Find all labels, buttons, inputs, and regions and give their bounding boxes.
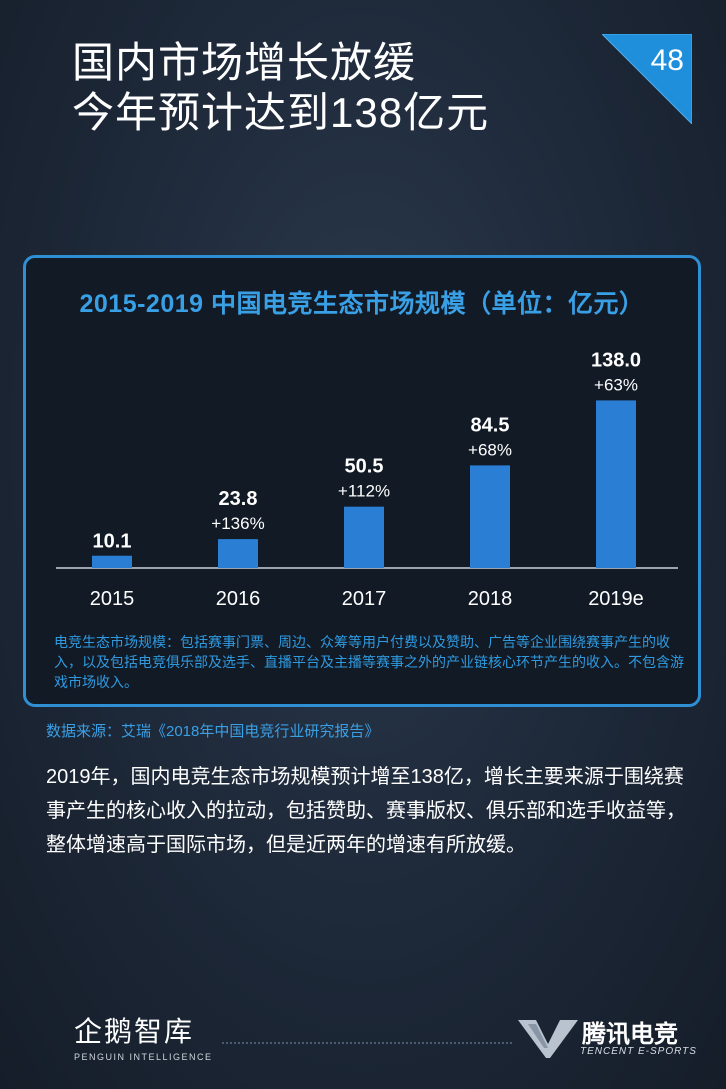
title-line-1: 国内市场增长放缓: [72, 39, 417, 86]
chart-title: 2015-2019 中国电竞生态市场规模（单位：亿元）: [79, 290, 645, 318]
tencent-logo-cn: 腾讯电竞: [582, 1021, 678, 1048]
title-line-2: 今年预计达到138亿元: [72, 89, 490, 136]
growth-label-2019e: +63%: [594, 375, 638, 394]
footer-divider: [222, 1042, 512, 1044]
penguin-intelligence-logo: 企鹅智库 PENGUIN INTELLIGENCE: [74, 1010, 213, 1062]
page-title: 国内市场增长放缓 今年预计达到138亿元: [72, 38, 489, 138]
page-number: 48: [650, 44, 684, 77]
body-paragraph: 2019年，国内电竞生态市场规模预计增至138亿，增长主要来源于围绕赛事产生的核…: [46, 766, 686, 856]
x-tick-2016: 2016: [216, 588, 261, 610]
value-label-2015: 10.1: [93, 531, 132, 553]
value-label-2017: 50.5: [345, 456, 384, 478]
data-source: 数据来源：艾瑞《2018年中国电竞行业研究报告》: [46, 723, 380, 740]
growth-label-2017: +112%: [338, 482, 390, 501]
x-tick-2015: 2015: [90, 588, 135, 610]
penguin-logo-cn: 企鹅智库: [74, 1016, 195, 1047]
bar-2015: [92, 555, 132, 568]
x-tick-2018: 2018: [468, 588, 513, 610]
bar-2018: [470, 465, 510, 568]
tencent-esports-logo: 腾讯电竞 TENCENT E-SPORTS: [518, 1014, 698, 1064]
bar-chart: 10.1 2015 23.8 +136% 2016 50.5 +112% 2017 84.5 +6…: [56, 349, 678, 610]
x-tick-2019e: 2019e: [588, 588, 644, 610]
page-corner-flag: [602, 34, 692, 124]
penguin-logo-en: PENGUIN INTELLIGENCE: [74, 1052, 213, 1062]
bar-2017: [344, 506, 384, 568]
value-label-2018: 84.5: [471, 414, 510, 436]
bar-2019e: [596, 400, 636, 568]
chart-footnote: 电竞生态市场规模：包括赛事门票、周边、众筹等用户付费以及赞助、广告等企业围绕赛事…: [54, 634, 684, 690]
value-label-2016: 23.8: [219, 488, 258, 510]
chart-panel: 2015-2019 中国电竞生态市场规模（单位：亿元） 10.1 2015 23.8…: [23, 255, 701, 707]
tencent-esports-emblem-icon: [518, 1020, 578, 1058]
bar-2016: [218, 539, 258, 568]
growth-label-2018: +68%: [468, 440, 512, 459]
growth-label-2016: +136%: [211, 514, 264, 533]
value-label-2019e: 138.0: [591, 349, 641, 371]
tencent-logo-en: TENCENT E-SPORTS: [580, 1046, 697, 1057]
x-tick-2017: 2017: [342, 588, 387, 610]
